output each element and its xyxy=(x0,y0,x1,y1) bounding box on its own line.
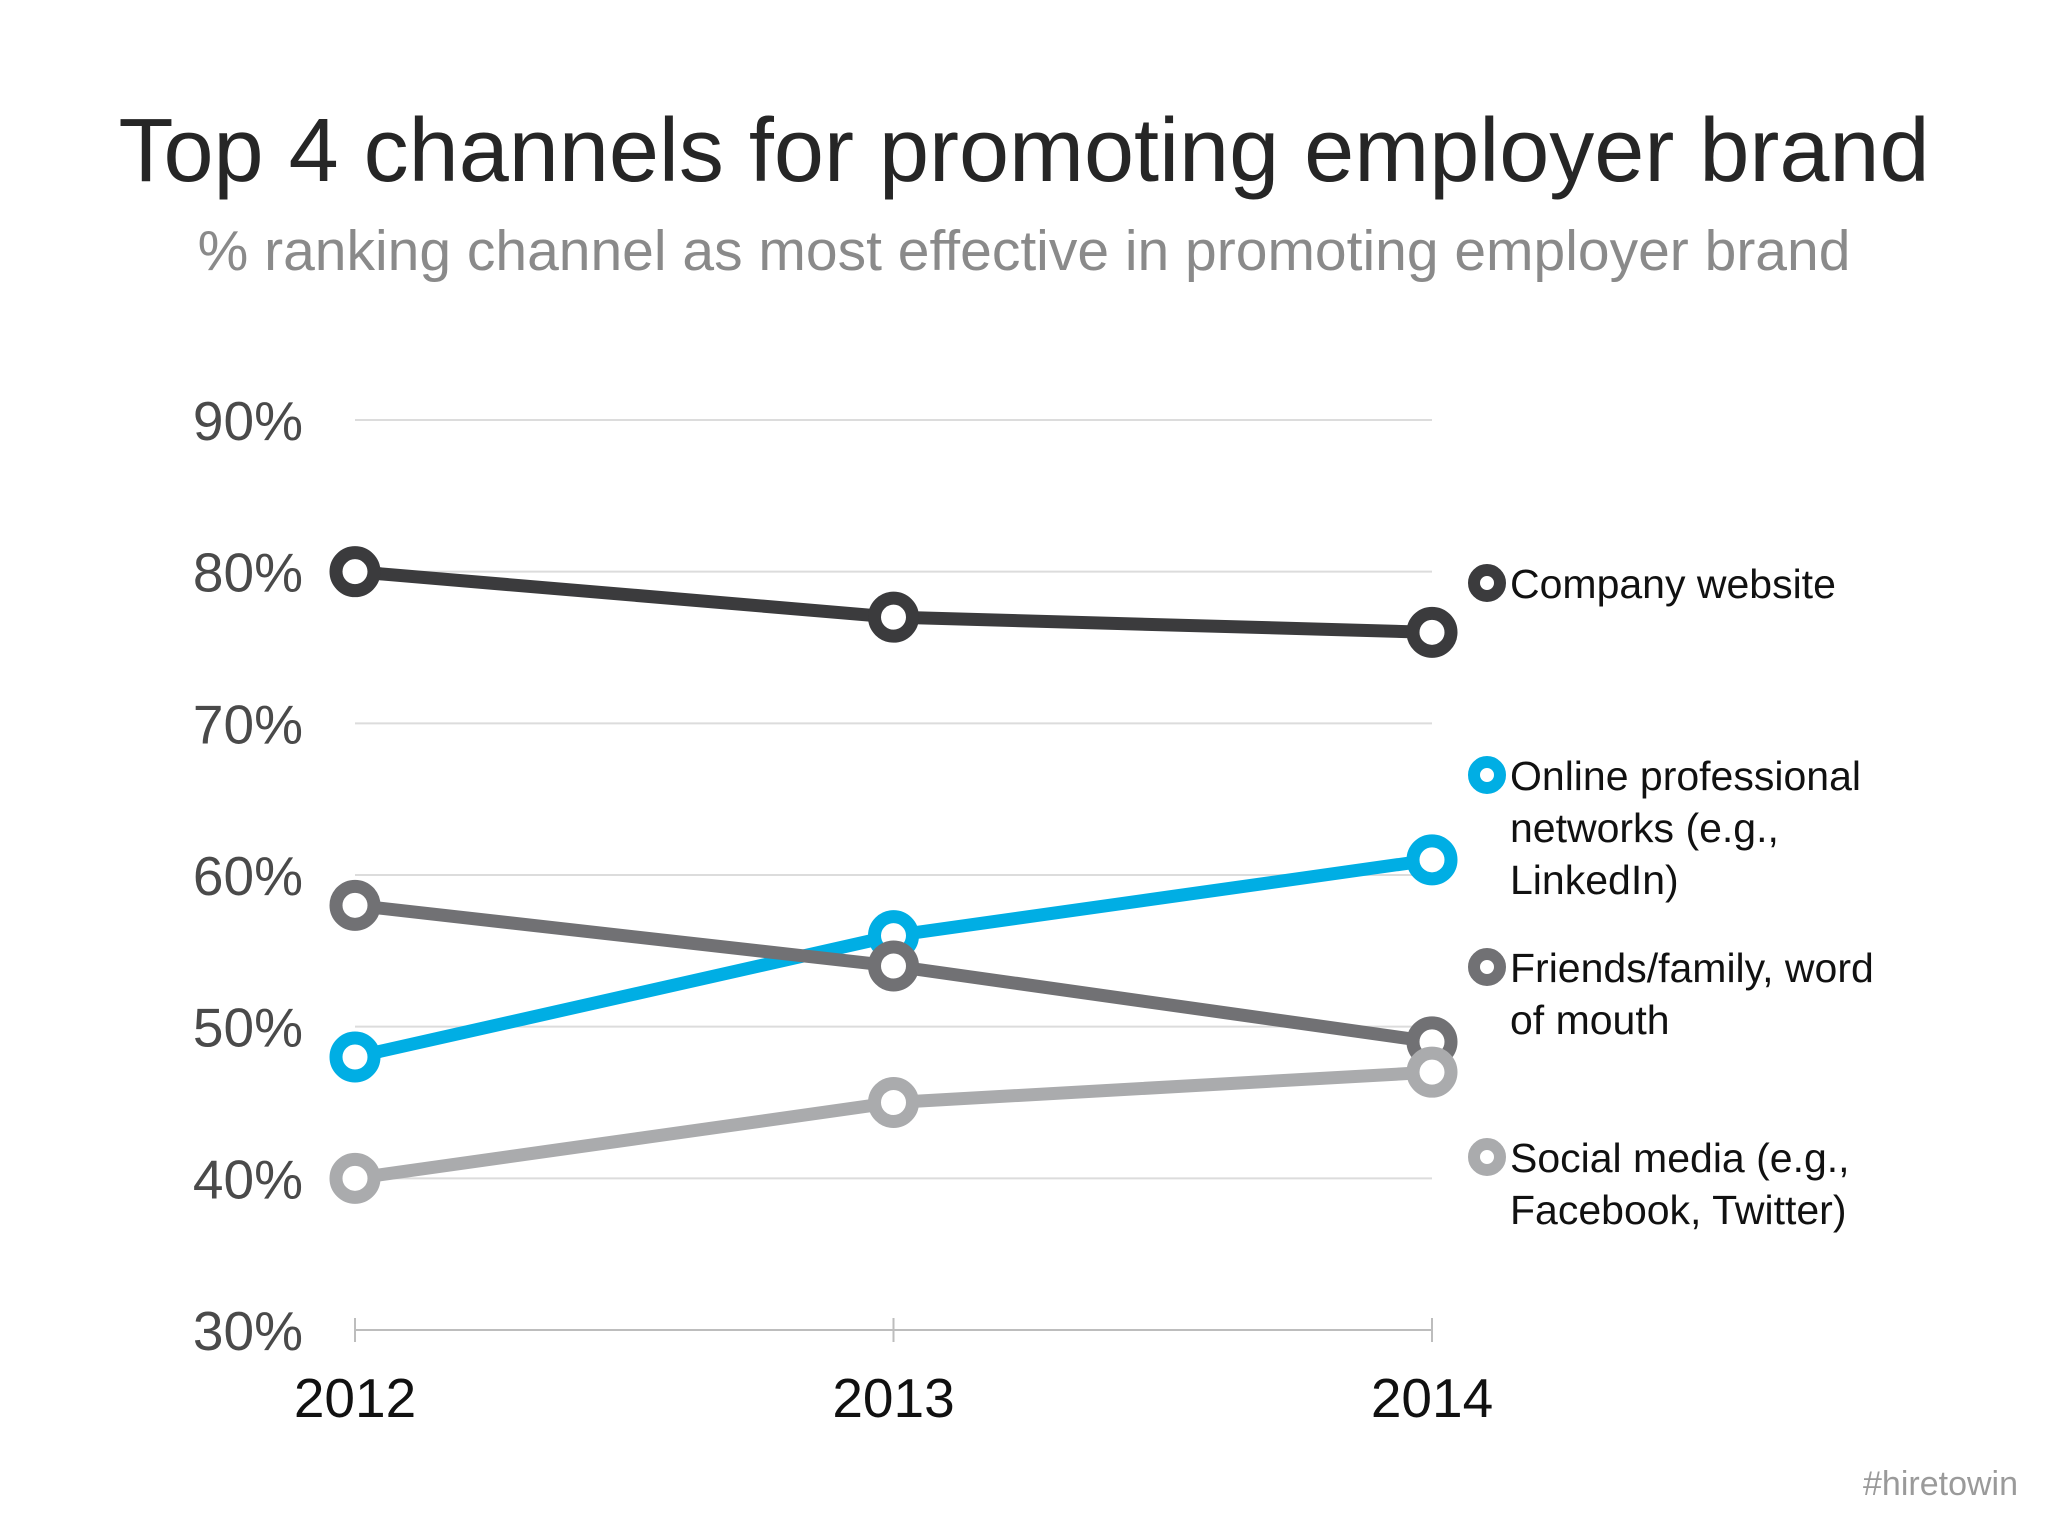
series-point-3 xyxy=(329,1152,381,1204)
legend-label: Company website xyxy=(1510,561,1836,607)
series-point-3 xyxy=(868,1077,919,1128)
series-point-3 xyxy=(1406,1046,1458,1098)
gridlines xyxy=(355,419,1432,1180)
series-point-1 xyxy=(1406,834,1458,886)
y-tick-label: 60% xyxy=(193,845,303,907)
legend-label: Friends/family, word xyxy=(1510,945,1874,991)
legend-label: Social media (e.g., xyxy=(1510,1135,1850,1181)
watermark-text: #hiretowin xyxy=(1863,1465,2018,1503)
y-axis-ticks: 30% 40% 50% 60% 70% 80% 90% xyxy=(193,390,303,1362)
series-point-0 xyxy=(868,591,919,643)
x-tick-label: 2014 xyxy=(1371,1367,1493,1429)
legend-marker-2 xyxy=(1468,948,1506,986)
legend-label: networks (e.g., xyxy=(1510,805,1779,851)
y-tick-label: 80% xyxy=(193,542,303,604)
legend: Company website Online professional networ… xyxy=(1468,561,1874,1233)
y-tick-label: 40% xyxy=(193,1148,303,1210)
legend-label: Facebook, Twitter) xyxy=(1510,1187,1847,1233)
y-tick-label: 50% xyxy=(193,997,303,1059)
x-tick-label: 2013 xyxy=(832,1367,954,1429)
legend-marker-0 xyxy=(1468,564,1506,602)
x-axis: 2012 2013 2014 xyxy=(294,1318,1493,1429)
chart-subtitle: % ranking channel as most effective in p… xyxy=(197,219,1851,283)
series-point-2 xyxy=(868,940,919,992)
legend-marker-1 xyxy=(1468,756,1506,794)
series-point-2 xyxy=(329,879,381,931)
chart-title: Top 4 channels for promoting employer br… xyxy=(118,101,1930,201)
legend-label: Online professional xyxy=(1510,753,1861,799)
series-group xyxy=(329,546,1458,1204)
y-tick-label: 70% xyxy=(193,693,303,755)
legend-marker-3 xyxy=(1468,1138,1506,1176)
y-tick-label: 30% xyxy=(193,1300,303,1362)
legend-label: of mouth xyxy=(1510,997,1670,1043)
series-point-1 xyxy=(329,1031,381,1083)
series-point-0 xyxy=(1406,606,1458,658)
series-point-0 xyxy=(329,546,381,598)
y-tick-label: 90% xyxy=(193,390,303,452)
legend-label: LinkedIn) xyxy=(1510,857,1679,903)
x-tick-label: 2012 xyxy=(294,1367,416,1429)
